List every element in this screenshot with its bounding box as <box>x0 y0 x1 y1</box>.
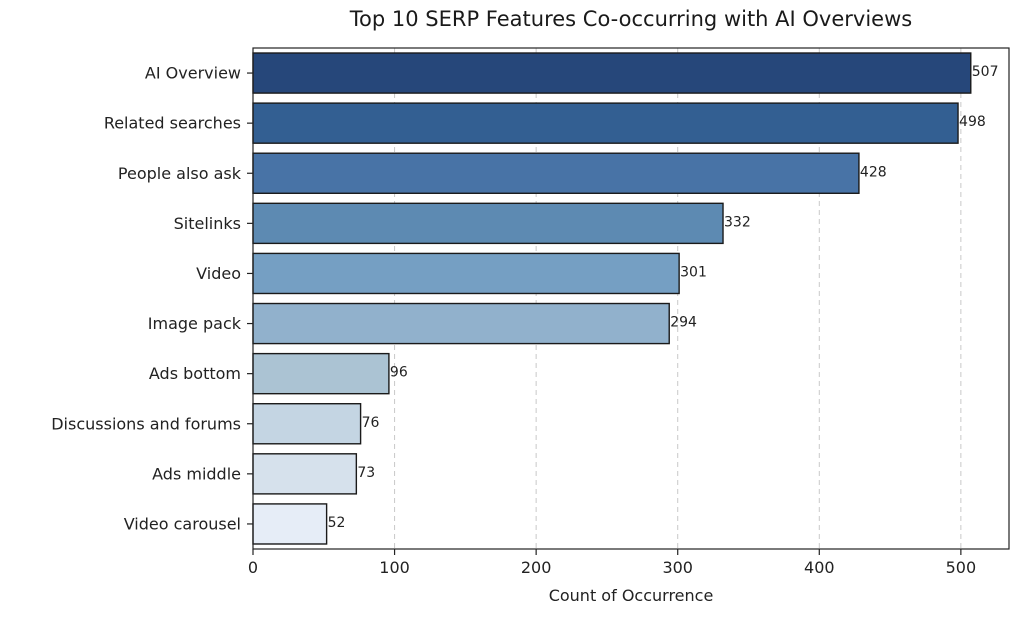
bar <box>252 102 959 144</box>
bar <box>252 453 358 495</box>
bar-value-label: 428 <box>860 164 887 180</box>
bar <box>252 302 670 345</box>
bar-value-label: 498 <box>959 114 986 130</box>
bar-value-label: 507 <box>972 64 999 80</box>
bar <box>252 52 972 94</box>
bar <box>252 202 724 245</box>
bar-value-label: 96 <box>390 365 408 381</box>
bar-value-label: 294 <box>670 315 697 331</box>
x-axis: 0 100 200 300 400 500 <box>248 549 976 577</box>
x-tick-label: 400 <box>804 558 835 577</box>
y-category-label: Discussions and forums <box>51 414 241 433</box>
x-tick-label: 0 <box>248 558 258 577</box>
bar-value-label: 76 <box>362 415 380 431</box>
y-category-label: Related searches <box>104 114 241 133</box>
y-category-label: Ads middle <box>152 464 241 483</box>
plot-area-frame <box>252 47 1010 550</box>
bar-value-label: 301 <box>680 264 707 280</box>
x-tick-label: 200 <box>521 558 552 577</box>
y-category-label: Ads bottom <box>149 364 241 383</box>
bar <box>252 252 680 295</box>
x-tick-label: 500 <box>946 558 977 577</box>
x-tick-label: 100 <box>379 558 410 577</box>
bar-value-label: 73 <box>357 465 375 481</box>
bar <box>252 503 328 545</box>
x-axis-label: Count of Occurrence <box>549 586 714 605</box>
bar-value-label: 52 <box>328 515 346 531</box>
y-axis: AI Overview Related searches People also a… <box>51 64 253 533</box>
y-category-label: People also ask <box>118 164 242 183</box>
bars <box>252 52 972 545</box>
bar <box>252 403 362 445</box>
y-category-label: AI Overview <box>145 64 241 83</box>
bar-value-label: 332 <box>724 214 751 230</box>
x-tick-label: 300 <box>662 558 693 577</box>
y-category-label: Video carousel <box>124 514 241 533</box>
bar <box>252 152 860 194</box>
y-category-label: Sitelinks <box>174 214 241 233</box>
chart-title: Top 10 SERP Features Co-occurring with A… <box>349 7 912 31</box>
value-labels: 507 498 428 332 301 294 96 76 73 52 <box>328 64 999 531</box>
y-category-label: Image pack <box>148 314 242 333</box>
y-category-label: Video <box>196 264 241 283</box>
bar <box>252 352 390 395</box>
